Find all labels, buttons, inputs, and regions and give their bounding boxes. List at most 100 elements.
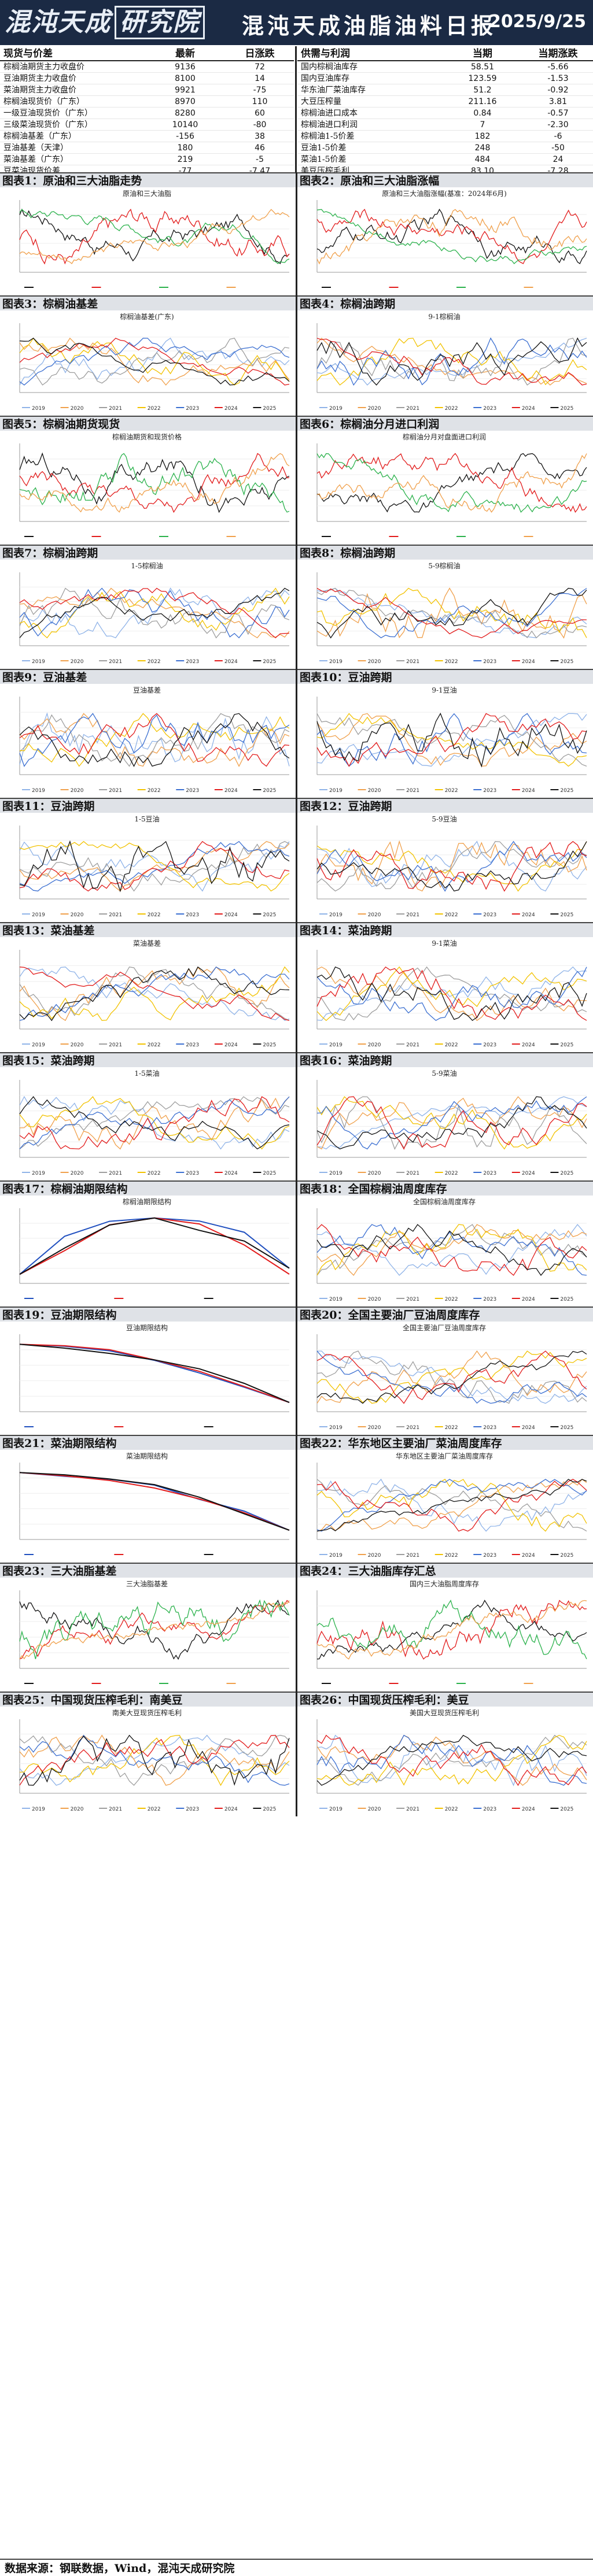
series-line [316,1479,587,1532]
legend-label: 2025 [263,406,276,412]
section-title: 图表2：原油和三大油脂涨幅 [297,172,593,187]
chart-title: 5-9菜油 [432,1069,456,1078]
legend-label: 2022 [148,406,161,412]
series-line [19,338,290,386]
left-table-cell: 110 [226,96,294,108]
chart-section-13: 图表13：菜油基差 菜油基差 2019 2020 2021 2022 2023 2024 202… [0,922,296,1052]
legend-label: 2020 [368,1171,381,1176]
legend-label: 2022 [148,788,161,794]
chart-title: 9-1棕榈油 [428,312,460,321]
legend-label: 2025 [560,1042,573,1048]
left-table-cell: 72 [226,61,294,73]
series-line [316,841,587,892]
series-line [316,587,587,638]
legend-label: 2024 [522,912,535,918]
legend-label: 2019 [329,1425,342,1431]
right-table-cell: 182 [442,131,523,142]
series-line [316,453,587,513]
right-table-header: 供需与利润 [297,46,442,61]
series-line [316,588,587,639]
chart-section-18: 图表18：全国棕榈油周度库存 全国棕榈油周度库存 2019 2020 2021 2022 2… [297,1180,593,1306]
left-table-cell: 8280 [145,108,226,119]
series-line [19,841,290,892]
left-table-header: 日涨跌 [226,46,294,61]
legend-label: 2024 [522,1171,535,1176]
chart-title: 1-5棕榈油 [131,561,163,570]
right-table-cell: 484 [442,154,523,165]
chart-section-24: 图表24：三大油脂库存汇总 国内三大油脂周度库存 [297,1563,593,1692]
left-table-col-2: 日涨跌 72 14 -75 110 60 -80 38 46 -5 -7.47 [226,46,294,177]
series-line [19,713,290,767]
left-table-cell: -75 [226,84,294,96]
legend-label: 2022 [445,1042,458,1048]
right-table-cell: 3.81 [523,96,593,108]
series-line [19,1217,290,1275]
series-line [316,713,587,767]
series-line [316,1734,587,1786]
series-line [19,841,290,892]
chart-figure: 1-5菜油 2019 2020 2021 2022 2023 2024 2025 [19,1069,290,1176]
series-line [316,1096,587,1150]
chart-section-7: 图表7：棕榈油跨期 1-5棕榈油 2019 2020 2021 2022 2023 2024 2… [0,545,296,669]
legend-label: 2020 [71,1042,84,1048]
legend-label: 2023 [186,406,199,412]
chart-figure: 1-5豆油 2019 2020 2021 2022 2023 2024 2025 [19,815,290,918]
series-line [316,713,587,767]
right-table-cell: 58.51 [442,61,523,73]
chart-section-16: 图表16：菜油跨期 5-9菜油 2019 2020 2021 2022 2023 2024 20… [297,1052,593,1180]
series-line [19,208,290,265]
left-table-cell: 8100 [145,73,226,84]
legend-label: 2024 [522,406,535,412]
chart-figure: 棕榈油期货和现货价格 [19,432,290,537]
legend-label: 2025 [560,659,573,665]
section-title: 图表6：棕榈油分月进口利润 [297,416,593,431]
left-table-col-1: 最新 9136 8100 9921 8970 8280 10140 -156 180 219 -77 [145,46,226,177]
right-table-row-label: 国内豆油库存 [297,73,442,84]
chart-section-1: 图表1：原油和三大油脂走势 原油和三大油脂 [0,172,296,295]
chart-figure: 华东地区主要油厂菜油周度库存 2019 2020 2021 2022 2023 2024 20… [316,1452,587,1559]
chart-section-22: 图表22：华东地区主要油厂菜油周度库存 华东地区主要油厂菜油周度库存 2019 202… [297,1435,593,1563]
legend-label: 2020 [368,659,381,665]
left-table-cell: 10140 [145,119,226,131]
legend-label: 2025 [560,1553,573,1559]
legend-label: 2024 [224,1042,238,1048]
chart-figure: 三大油脂基差 [19,1579,290,1684]
chart-title: 原油和三大油脂涨幅(基准：2024年6月) [382,189,507,198]
legend-label: 2019 [329,788,342,794]
legend-label: 2020 [368,1042,381,1048]
chart-title: 华东地区主要油厂菜油周度库存 [396,1452,493,1460]
chart-section-10: 图表10：豆油跨期 9-1豆油 2019 2020 2021 2022 2023 2024 20… [297,669,593,798]
series-line [316,337,587,386]
series-line [316,338,587,386]
series-line [19,1599,290,1660]
chart-title: 5-9棕榈油 [428,561,460,570]
chart-section-11: 图表11：豆油跨期 1-5豆油 2019 2020 2021 2022 2023 2024 20… [0,798,296,922]
series-line [316,1479,587,1532]
chart-section-14: 图表14：菜油跨期 9-1菜油 2019 2020 2021 2022 2023 2024 20… [297,922,593,1052]
chart-figure: 原油和三大油脂 [19,189,290,288]
legend-label: 2023 [483,1042,496,1048]
legend-label: 2024 [224,912,238,918]
series-line [316,1096,587,1150]
section-title: 图表17：棕榈油期限结构 [0,1180,296,1196]
chart-section-20: 图表20：全国主要油厂豆油周度库存 全国主要油厂豆油周度库存 2019 2020 202… [297,1306,593,1435]
legend-label: 2021 [406,659,419,665]
legend-label: 2025 [560,1171,573,1176]
section-title: 图表14：菜油跨期 [297,922,593,937]
legend-label: 2025 [560,406,573,412]
legend-label: 2021 [406,1807,419,1812]
chart-figure: 5-9棕榈油 2019 2020 2021 2022 2023 2024 2025 [316,561,587,665]
series-line [19,1343,290,1403]
legend-label: 2020 [368,1807,381,1812]
legend-label: 2023 [186,1171,199,1176]
chart-figure: 5-9菜油 2019 2020 2021 2022 2023 2024 2025 [316,1069,587,1176]
left-table-row-label: 三级菜油现货价（广东） [0,119,145,131]
legend-label: 2019 [329,659,342,665]
legend-label: 2025 [560,788,573,794]
series-line [19,713,290,767]
right-table-cell: 0.84 [442,108,523,119]
left-table-cell: 9921 [145,84,226,96]
chart-title: 棕榈油期货和现货价格 [112,432,182,441]
report-header: 混沌天成 研究院 混沌天成油脂油料日报 2025/9/25 [0,0,593,45]
section-title: 图表12：豆油跨期 [297,798,593,813]
